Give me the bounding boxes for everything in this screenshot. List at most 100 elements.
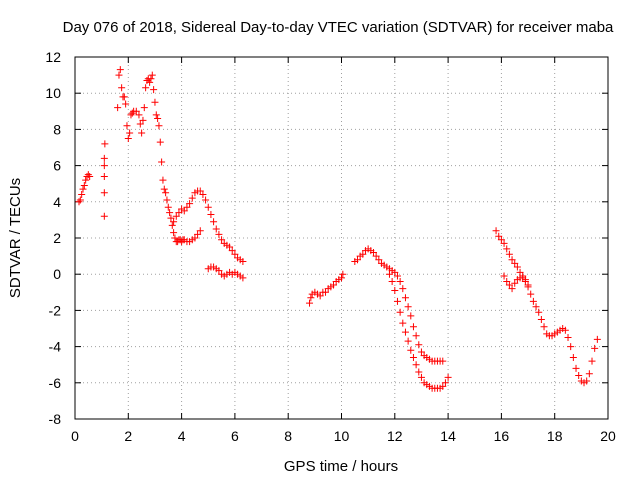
data-point [339,270,347,278]
y-tick-label: 10 [45,85,61,101]
data-point [147,75,155,83]
series-arc7 [492,227,601,387]
data-point [564,334,572,342]
data-point [396,308,404,316]
y-tick-label: -8 [49,411,62,427]
data-point [218,236,226,244]
data-point [160,185,168,193]
data-point [136,120,144,128]
data-point [393,297,401,305]
data-point [154,115,162,123]
data-point [168,221,176,229]
data-point [417,373,425,381]
data-point [164,203,172,211]
data-point [231,250,239,258]
data-point [306,299,314,307]
data-point [170,229,178,237]
data-point [202,196,210,204]
y-tick-label: 8 [53,121,61,137]
data-point [75,198,83,206]
data-point [82,176,90,184]
data-point [115,71,123,79]
data-point [412,361,420,369]
data-point [519,274,527,282]
data-point [338,274,345,282]
data-point [122,100,130,108]
data-point [116,66,124,74]
data-point [175,209,183,217]
data-point [399,285,407,293]
data-point [127,111,135,119]
data-point [505,281,513,289]
data-point [492,227,500,235]
data-point [100,162,108,170]
data-point [401,294,409,302]
data-point [140,104,148,112]
data-point [307,294,315,302]
data-point [76,196,84,204]
data-point [150,86,158,94]
data-point [567,343,575,351]
y-tick-label: 6 [53,158,61,174]
series-arc3b [170,205,204,246]
data-point [415,341,423,349]
data-point [404,337,412,345]
data-point [156,138,164,146]
data-point [513,263,521,271]
data-point [569,353,577,361]
data-point [441,379,449,387]
data-point [401,328,409,336]
chart-title: Day 076 of 2018, Sidereal Day-to-day VTE… [63,19,614,36]
data-point [178,205,186,213]
y-axis-label: SDTVAR / TECUs [7,178,24,298]
y-tick-label: 4 [53,194,61,210]
data-point [135,111,143,119]
data-point [535,308,543,316]
data-point [503,277,511,285]
data-point [138,129,146,137]
x-tick-label: 8 [284,428,292,444]
data-point [207,210,215,218]
data-point [521,277,529,285]
data-point [139,116,147,124]
data-point [404,303,412,311]
data-point [100,154,108,162]
data-point [495,232,503,240]
series-arc6b [385,270,452,392]
data-point [171,234,179,242]
data-point [239,258,247,266]
plot-frame [74,56,609,420]
data-point [78,191,86,199]
data-point [146,78,154,86]
data-point [439,382,447,390]
data-point [407,346,415,354]
data-point [409,323,417,331]
data-point [527,290,535,298]
series-arc1 [75,171,94,206]
data-point [212,225,220,233]
data-point [391,268,399,276]
data-point [172,212,180,220]
data-point [162,189,170,197]
data-point [163,196,171,204]
data-point [511,259,519,267]
data-point [191,234,199,242]
data-point [322,288,330,296]
data-point [166,209,174,217]
data-point [159,176,167,184]
data-point [101,140,109,148]
data-point [167,214,175,222]
data-point [152,111,160,119]
data-point [330,281,338,289]
data-point [118,84,126,92]
data-point [396,277,404,285]
data-point [196,187,204,195]
data-point [588,357,596,365]
data-point [391,286,399,294]
data-point [114,104,122,112]
data-point [100,212,108,220]
x-tick-label: 2 [124,428,132,444]
data-point [353,256,361,264]
data-point [170,218,178,226]
